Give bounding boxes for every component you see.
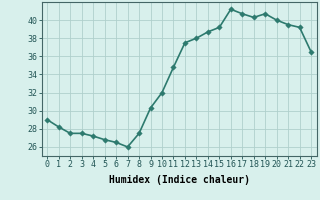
X-axis label: Humidex (Indice chaleur): Humidex (Indice chaleur) — [109, 175, 250, 185]
